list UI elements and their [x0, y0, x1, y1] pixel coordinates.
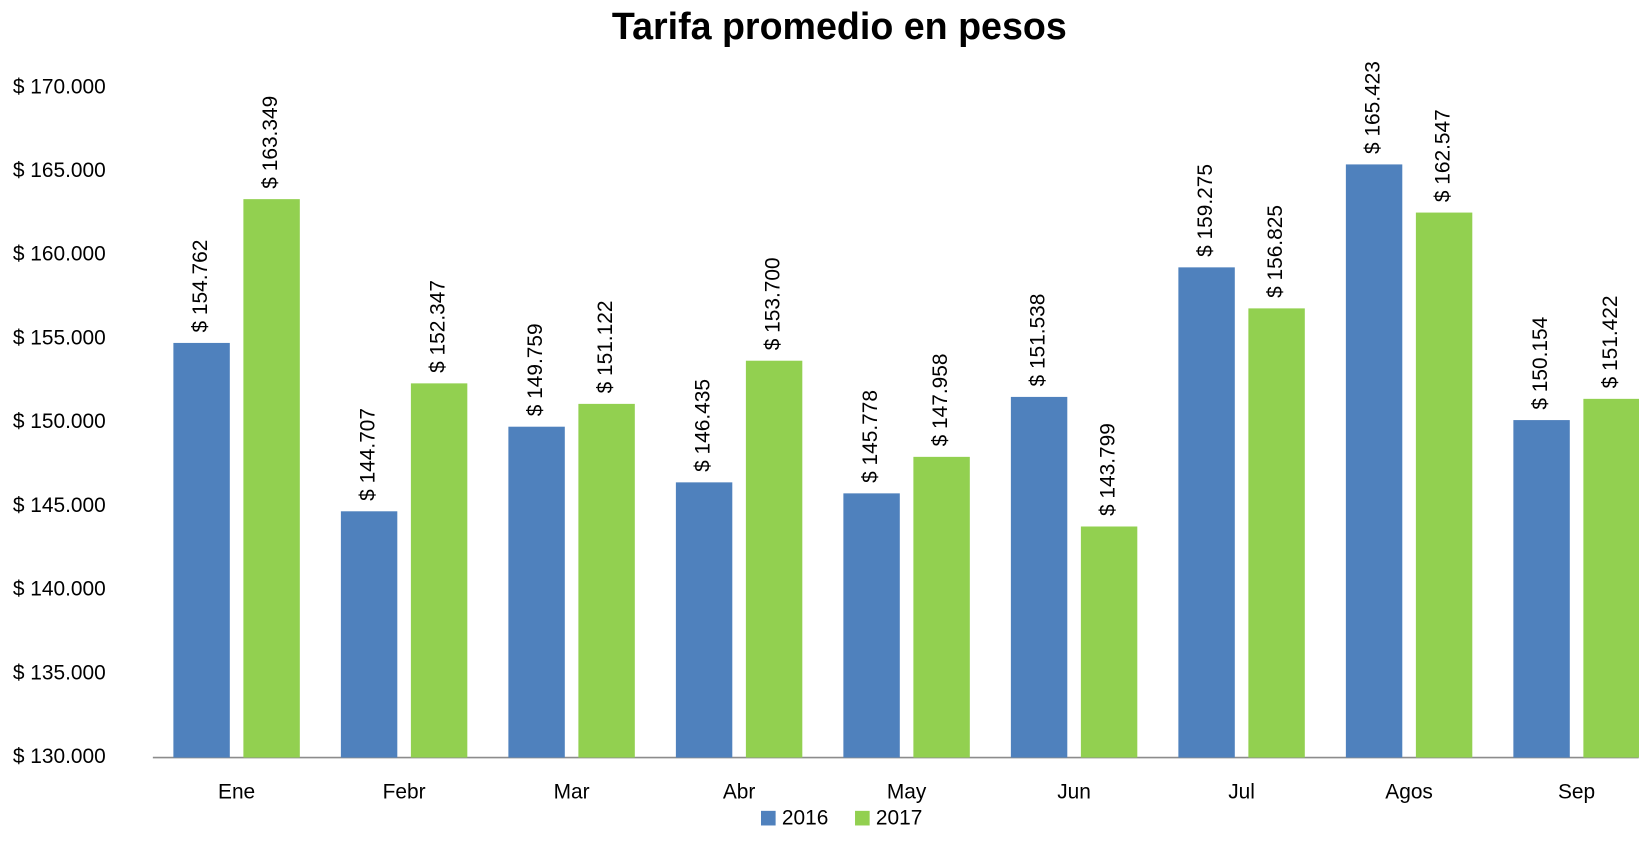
y-tick-label: $ 140.000 — [13, 578, 106, 601]
chart-title: Tarifa promedio en pesos — [612, 5, 1067, 47]
data-label: $ 162.547 — [1432, 109, 1455, 202]
y-tick-label: $ 170.000 — [13, 75, 106, 98]
bar — [508, 426, 565, 758]
data-label: $ 146.435 — [692, 379, 715, 472]
x-tick-label: Mar — [554, 781, 590, 804]
data-label: $ 152.347 — [427, 280, 450, 373]
x-tick-label: Agos — [1385, 781, 1433, 804]
bar — [1415, 212, 1473, 758]
x-tick-label: Sep — [1558, 781, 1595, 804]
legend-swatch — [760, 810, 776, 826]
bar — [173, 342, 230, 758]
bar — [1010, 396, 1068, 758]
y-tick-label: $ 135.000 — [13, 661, 106, 684]
bar — [1513, 420, 1570, 758]
bar — [243, 199, 300, 758]
bar — [1248, 308, 1305, 758]
bar — [1345, 164, 1403, 758]
data-label: $ 153.700 — [762, 257, 785, 350]
bar — [745, 360, 803, 758]
x-tick-label: Jun — [1057, 781, 1091, 804]
bar — [578, 403, 635, 758]
data-label: $ 143.799 — [1097, 423, 1120, 516]
bar — [843, 493, 900, 758]
legend-swatch — [855, 810, 870, 826]
y-tick-label: $ 160.000 — [13, 243, 106, 266]
data-label: $ 151.538 — [1027, 294, 1050, 387]
data-label: $ 149.759 — [524, 323, 547, 416]
bar — [675, 482, 733, 758]
y-tick-label: $ 165.000 — [13, 159, 106, 182]
bar — [1583, 398, 1639, 758]
y-tick-label: $ 130.000 — [13, 745, 106, 768]
y-tick-label: $ 145.000 — [13, 494, 106, 517]
bar — [913, 456, 970, 758]
x-tick-label: Ene — [218, 781, 255, 804]
data-label: $ 165.423 — [1362, 61, 1385, 154]
data-label: $ 145.778 — [859, 390, 882, 483]
data-label: $ 147.958 — [929, 354, 952, 447]
x-tick-label: May — [887, 781, 927, 804]
data-label: $ 159.275 — [1194, 164, 1217, 257]
x-tick-label: Febr — [383, 781, 426, 804]
x-tick-label: Jul — [1228, 781, 1255, 804]
data-label: $ 144.707 — [357, 408, 380, 501]
data-label: $ 151.122 — [594, 301, 617, 394]
data-label: $ 154.762 — [189, 240, 212, 333]
legend-label: 2016 — [782, 807, 828, 830]
bar — [1080, 526, 1138, 758]
data-label: $ 163.349 — [259, 96, 282, 189]
bar — [1178, 267, 1235, 758]
x-tick-label: Abr — [723, 781, 756, 804]
data-label: $ 150.154 — [1529, 317, 1552, 410]
data-label: $ 156.825 — [1264, 205, 1287, 298]
data-label: $ 151.422 — [1599, 296, 1622, 389]
legend-label: 2017 — [876, 807, 922, 830]
y-tick-label: $ 150.000 — [13, 410, 106, 433]
bar — [340, 511, 398, 758]
bar — [410, 383, 468, 758]
y-tick-label: $ 155.000 — [13, 326, 106, 349]
